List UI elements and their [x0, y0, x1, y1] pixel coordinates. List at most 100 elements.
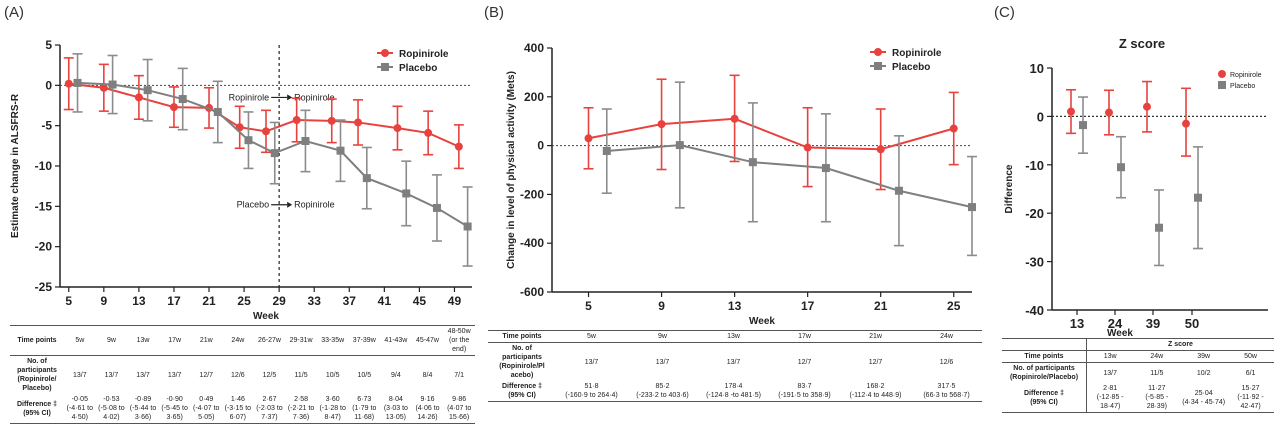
table-header-empty — [1002, 338, 1087, 351]
chart-b: 400 200 0 -200 -400 -600 5 9 13 17 21 25 Week Change … — [506, 41, 977, 327]
table-cell: 9w — [627, 330, 698, 343]
placebo-point — [143, 86, 152, 95]
ropinirole-point — [64, 79, 73, 88]
placebo-point — [1155, 223, 1163, 232]
ropinirole-point — [1143, 102, 1151, 111]
table-header-row: Z score — [1002, 338, 1274, 351]
x-tick-label: 17 — [167, 294, 181, 308]
table-cell: 13/7 — [72, 371, 87, 379]
panel-letter-a: (A) — [4, 4, 24, 21]
x-axis-label: Week — [253, 311, 279, 322]
ropinirole-point — [1105, 108, 1113, 117]
placebo-point — [1117, 163, 1125, 172]
table-cell: 24w — [1133, 350, 1181, 363]
table-cell: 39w — [1180, 350, 1228, 363]
x-tick-label: 49 — [448, 294, 462, 308]
annotation-arrowhead-1 — [287, 201, 293, 208]
panel-letter-c: (C) — [994, 4, 1015, 21]
y-tick-label: -15 — [35, 199, 53, 213]
ropinirole-point — [1067, 107, 1075, 116]
table-cell: -0·89 (-5·44 to 3·66) — [127, 394, 159, 424]
legend-marker-placebo — [381, 63, 389, 71]
table-cell: 178·4 (-124·8 -to 481·5) — [698, 381, 769, 402]
table-row: No. of participants (Ropinirole/Pl acebo… — [488, 343, 982, 382]
table-cell: 50w — [1227, 350, 1274, 363]
table-cell: 83·7 (-191·5 to 358·9) — [769, 381, 840, 402]
ropinirole-point — [292, 116, 301, 125]
placebo-series-line — [606, 144, 973, 209]
x-tick-label: 13 — [132, 294, 146, 308]
table-cell: 12/5 — [262, 371, 277, 379]
placebo-point — [432, 203, 441, 212]
table-cell: 48-50w (or the end) — [443, 325, 475, 356]
annotation-from-1: Placebo — [237, 200, 270, 210]
table-cell: 10/5 — [357, 371, 372, 379]
table-cell: 168·2 (-112·4 to 448·9) — [840, 381, 911, 402]
ropinirole-point — [454, 142, 463, 151]
table-cell: 29-31w — [285, 325, 317, 356]
table-cell: 17w — [158, 325, 191, 356]
y-axis-label: Difference — [1004, 164, 1015, 213]
table-row: Difference ‡ (95% CI) 2·81 (-12·85 - 18·4… — [1002, 383, 1274, 413]
legend-marker-placebo — [1218, 81, 1226, 89]
legend-marker-placebo — [874, 62, 882, 70]
table-row-label: No. of participants (Ropinirole/Placebo) — [1002, 362, 1087, 383]
table-header: Z score — [1086, 338, 1274, 351]
table-cell: 12/7 — [199, 371, 214, 379]
x-tick-label: 25 — [237, 294, 251, 308]
table-cell: 13w — [698, 330, 769, 343]
y-axis-label: Change in level of physical activity (Me… — [506, 71, 517, 269]
table-cell: 21w — [840, 330, 911, 343]
annotation-to-0: Ropinirole — [294, 92, 335, 102]
ropinirole-point — [730, 114, 739, 123]
table-cell: 5w — [64, 325, 96, 356]
ropinirole-series-line — [588, 117, 955, 151]
panel-a: (A) 5 0 -5 -10 -15 -20 -25 5 9 13 17 21 25 29 33 37 41 45… — [0, 0, 480, 424]
y-tick-label: -10 — [35, 159, 53, 173]
ropinirole-point — [262, 127, 270, 136]
table-cell: 11·27 (-5·85 - 28·39) — [1133, 383, 1181, 413]
ropinirole-point — [354, 118, 363, 127]
table-cell: 6·73 (1·79 to 11·68) — [348, 394, 381, 424]
table-cell: 10/5 — [325, 371, 340, 379]
table-b: Time points 5w 9w 13w 17w 21w 24w No. of partic… — [488, 330, 982, 402]
placebo-point — [968, 203, 976, 212]
legend-label-placebo: Placebo — [399, 63, 437, 74]
table-cell: 13/7 — [104, 371, 119, 379]
ropinirole-point — [134, 93, 143, 102]
table-cell: 13/7 — [167, 371, 182, 379]
table-row-label: Difference ‡ (95% CI) — [488, 381, 556, 402]
placebo-point — [270, 149, 279, 158]
legend-label-ropinirole: Ropinirole — [1230, 72, 1262, 79]
table-row: No. of participants (Ropinirole/Placebo)… — [1002, 362, 1274, 383]
y-tick-label: -40 — [1025, 303, 1044, 318]
placebo-point — [301, 136, 310, 145]
table-cell: 51·8 (-160·9 to 264·4) — [556, 381, 627, 402]
legend-label-placebo: Placebo — [892, 62, 930, 73]
y-tick-label: 400 — [524, 41, 544, 55]
table-row: Time points 13w 24w 39w 50w — [1002, 350, 1274, 363]
table-cell: 37-39w — [348, 325, 381, 356]
legend-marker-ropinirole — [381, 49, 389, 57]
ropinirole-point — [327, 116, 336, 125]
x-tick-label: 33 — [308, 294, 322, 308]
x-tick-label: 25 — [947, 299, 961, 313]
table-cell: 1·46 (-3·15 to 6·07) — [222, 394, 254, 424]
table-cell: 9w — [95, 325, 128, 356]
table-cell: 8/4 — [422, 371, 433, 379]
table-cell: 26-27w — [253, 325, 286, 356]
chart-title: Z score — [1119, 36, 1165, 51]
y-tick-label: -200 — [520, 187, 544, 201]
x-axis-label: Week — [1107, 328, 1133, 339]
ropinirole-point — [424, 128, 433, 137]
panel-c: (C) Z score 10 0 -10 -20 -30 -40 13 24 39 50 Week Di… — [990, 0, 1280, 413]
table-cell: 11/5 — [1150, 369, 1164, 377]
table-cell: 11/5 — [294, 371, 308, 379]
placebo-point — [1194, 193, 1202, 202]
table-cell: 6/1 — [1245, 369, 1256, 377]
table-cell: 85·2 (-233·2 to 403·6) — [627, 381, 698, 402]
table-row-label: No. of participants (Ropinirole/Pl acebo… — [499, 345, 545, 379]
table-row-label: Time points — [10, 325, 64, 356]
y-tick-label: 0 — [537, 139, 544, 153]
placebo-point — [178, 95, 187, 104]
